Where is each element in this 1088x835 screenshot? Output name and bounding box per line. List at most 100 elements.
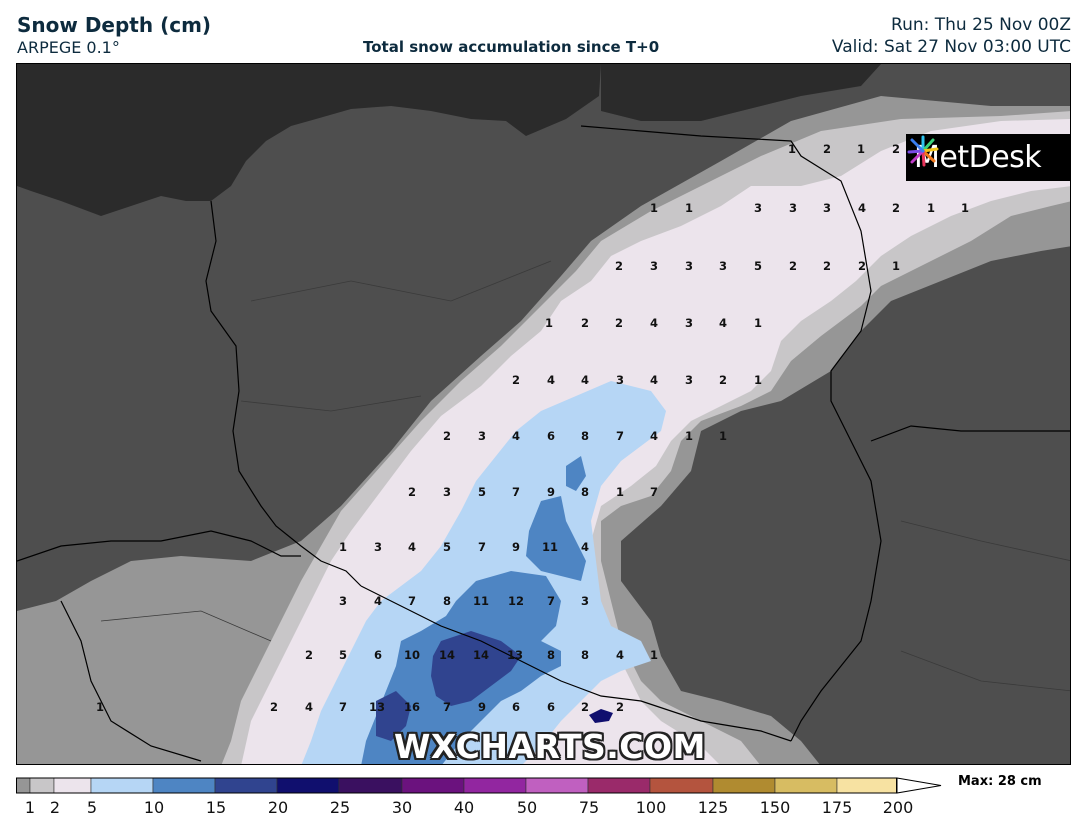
snow-value-label: 3 bbox=[478, 429, 486, 443]
snow-value-label: 2 bbox=[823, 142, 831, 156]
snow-value-label: 4 bbox=[408, 540, 416, 554]
legend-labels: 1 2 5 10 15 20 25 30 40 50 75 100 125 150 175 200 bbox=[0, 798, 1088, 820]
model-label: ARPEGE 0.1° bbox=[17, 38, 120, 57]
snow-value-label: 3 bbox=[443, 485, 451, 499]
snow-value-label: 7 bbox=[650, 485, 658, 499]
snow-value-label: 2 bbox=[581, 700, 589, 714]
run-time: Run: Thu 25 Nov 00Z bbox=[891, 15, 1071, 35]
snow-value-label: 4 bbox=[305, 700, 313, 714]
snow-value-label: 3 bbox=[685, 373, 693, 387]
legend-swatch bbox=[525, 777, 589, 794]
snow-value-label: 1 bbox=[754, 316, 762, 330]
max-value-label: Max: 28 cm bbox=[958, 774, 1042, 789]
legend-swatch bbox=[401, 777, 465, 794]
snow-value-label: 1 bbox=[545, 316, 553, 330]
legend-tick-label: 40 bbox=[453, 798, 475, 817]
snow-value-label: 1 bbox=[650, 648, 658, 662]
snow-value-label: 2 bbox=[615, 316, 623, 330]
snow-value-label: 5 bbox=[339, 648, 347, 662]
wxcharts-watermark: WXCHARTS.COM bbox=[394, 727, 706, 766]
snow-value-label: 5 bbox=[754, 259, 762, 273]
snow-values-layer: 1212223211333421123335222112243412443432… bbox=[96, 142, 1039, 714]
snow-value-label: 2 bbox=[512, 373, 520, 387]
metdesk-logo-text: MetDesk bbox=[914, 140, 1042, 175]
snow-value-label: 2 bbox=[443, 429, 451, 443]
snow-value-label: 5 bbox=[478, 485, 486, 499]
color-legend bbox=[16, 777, 942, 794]
legend-swatch bbox=[649, 777, 714, 794]
legend-tick-label: 75 bbox=[578, 798, 600, 817]
snow-value-label: 2 bbox=[823, 259, 831, 273]
snow-value-label: 3 bbox=[685, 316, 693, 330]
gulf-of-riga-sea bbox=[601, 64, 881, 121]
snow-depth-map[interactable]: 1212223211333421123335222112243412443432… bbox=[16, 63, 1071, 765]
snow-value-label: 6 bbox=[547, 429, 555, 443]
snow-value-label: 3 bbox=[789, 201, 797, 215]
snow-value-label: 11 bbox=[542, 540, 558, 554]
map-canvas: 1212223211333421123335222112243412443432… bbox=[17, 64, 1070, 764]
legend-swatch bbox=[214, 777, 278, 794]
legend-tick-label: 25 bbox=[329, 798, 351, 817]
legend-tick-label: 2 bbox=[49, 798, 61, 817]
legend-tick-label: 30 bbox=[391, 798, 413, 817]
legend-swatch bbox=[774, 777, 838, 794]
snow-value-label: 1 bbox=[892, 259, 900, 273]
country-borders bbox=[17, 125, 1070, 762]
snow-value-label: 3 bbox=[650, 259, 658, 273]
snow-value-label: 7 bbox=[478, 540, 486, 554]
legend-swatch bbox=[276, 777, 340, 794]
snow-value-label: 2 bbox=[408, 485, 416, 499]
legend-tick-label: 10 bbox=[143, 798, 165, 817]
snow-value-label: 6 bbox=[374, 648, 382, 662]
metdesk-burst-icon bbox=[907, 135, 939, 167]
region-lines bbox=[100, 260, 1070, 692]
snow-value-label: 7 bbox=[339, 700, 347, 714]
snow-value-label: 1 bbox=[96, 700, 104, 714]
snow-value-label: 1 bbox=[616, 485, 624, 499]
snow-value-label: 11 bbox=[473, 594, 489, 608]
snow-value-label: 4 bbox=[650, 373, 658, 387]
valid-time: Valid: Sat 27 Nov 03:00 UTC bbox=[831, 37, 1071, 57]
snow-value-label: 1 bbox=[339, 540, 347, 554]
snow-value-label: 7 bbox=[512, 485, 520, 499]
legend-swatch bbox=[587, 777, 651, 794]
snow-value-label: 4 bbox=[650, 429, 658, 443]
snow-value-label: 8 bbox=[581, 429, 589, 443]
legend-swatch bbox=[712, 777, 776, 794]
legend-tick-label: 125 bbox=[697, 798, 729, 817]
legend-swatch bbox=[53, 777, 92, 794]
snow-value-label: 2 bbox=[892, 201, 900, 215]
snow-value-label: 1 bbox=[685, 201, 693, 215]
snow-value-label: 4 bbox=[581, 540, 589, 554]
snow-value-label: 8 bbox=[443, 594, 451, 608]
snow-value-label: 6 bbox=[547, 700, 555, 714]
snow-value-label: 13 bbox=[369, 700, 385, 714]
snow-value-label: 3 bbox=[754, 201, 762, 215]
snow-value-label: 4 bbox=[547, 373, 555, 387]
snow-value-label: 1 bbox=[650, 201, 658, 215]
legend-tick-label: 100 bbox=[635, 798, 667, 817]
snow-value-label: 7 bbox=[408, 594, 416, 608]
legend-tick-label: 1 bbox=[24, 798, 36, 817]
legend-swatch bbox=[29, 777, 55, 794]
legend-swatch bbox=[463, 777, 527, 794]
snow-value-label: 1 bbox=[927, 201, 935, 215]
snow-value-label: 13 bbox=[507, 648, 523, 662]
snow-value-label: 3 bbox=[685, 259, 693, 273]
snow-value-label: 3 bbox=[374, 540, 382, 554]
snow-value-label: 2 bbox=[270, 700, 278, 714]
snow-value-label: 4 bbox=[616, 648, 624, 662]
snow-band-15-c bbox=[566, 456, 586, 491]
snow-value-label: 12 bbox=[508, 594, 524, 608]
legend-tick-label: 150 bbox=[759, 798, 791, 817]
snow-value-label: 4 bbox=[512, 429, 520, 443]
chart-subtitle: Total snow accumulation since T+0 bbox=[363, 38, 660, 56]
snow-value-label: 6 bbox=[512, 700, 520, 714]
snow-value-label: 7 bbox=[616, 429, 624, 443]
snow-value-label: 4 bbox=[374, 594, 382, 608]
snow-value-label: 1 bbox=[788, 142, 796, 156]
legend-tick-label: 5 bbox=[86, 798, 98, 817]
snow-value-label: 16 bbox=[404, 700, 420, 714]
snow-value-label: 4 bbox=[858, 201, 866, 215]
snow-value-label: 8 bbox=[581, 485, 589, 499]
